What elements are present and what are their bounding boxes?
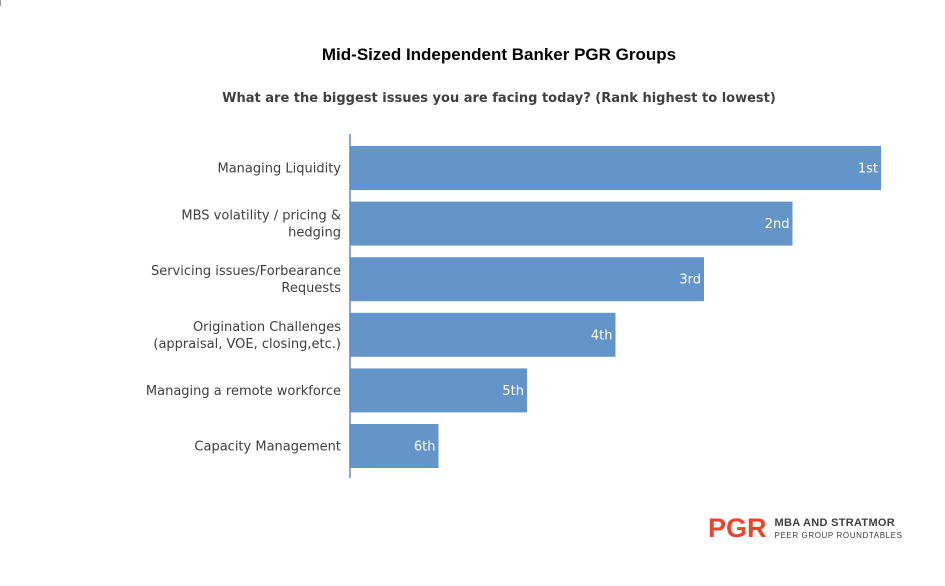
category-label-2: MBS volatility / pricing & hedging [181, 209, 341, 241]
data-label-2: 2nd [765, 217, 790, 232]
data-label-6: 6th [414, 440, 436, 455]
logo-line2: PEER GROUP ROUNDTABLES [774, 530, 903, 540]
data-label-5: 5th [502, 384, 524, 399]
bar-6 [350, 424, 439, 468]
category-label-6: Capacity Management [194, 440, 341, 455]
chart-subtitle: What are the biggest issues you are faci… [222, 91, 776, 106]
corner-mark [0, 0, 1, 6]
bar-5 [350, 368, 527, 413]
data-label-3: 3rd [679, 273, 701, 288]
category-label-4: Origination Challenges (appraisal, VOE, c… [153, 320, 341, 352]
data-label-1: 1st [858, 162, 878, 177]
data-label-4: 4th [591, 328, 613, 343]
chart-title: Mid-Sized Independent Banker PGR Groups [321, 45, 677, 64]
logo-line1: MBA AND STRATMOR [774, 516, 896, 529]
logo-text: MBA AND STRATMOR PEER GROUP ROUNDTABLES [775, 517, 903, 540]
logo-mark: PGR [708, 512, 767, 543]
bar-3 [350, 257, 704, 302]
bar-2 [350, 201, 793, 246]
bar-4 [350, 312, 616, 357]
category-label-1: Managing Liquidity [218, 162, 342, 177]
bar-1 [350, 146, 881, 190]
category-label-3: Servicing issues/Forbearance Requests [151, 264, 341, 296]
pgr-logo: PGR MBA AND STRATMOR PEER GROUP ROUNDTAB… [708, 513, 903, 543]
category-label-5: Managing a remote workforce [146, 384, 341, 399]
